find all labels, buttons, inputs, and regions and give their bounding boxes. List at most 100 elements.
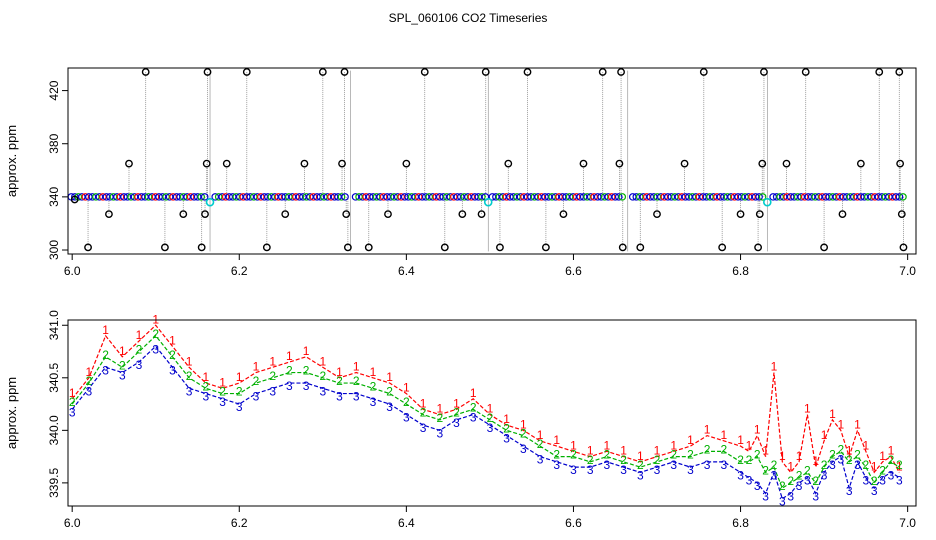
series-point-2: 2 xyxy=(620,453,627,467)
baseline-marker xyxy=(425,193,434,201)
series-line-1 xyxy=(71,324,900,474)
baseline-marker xyxy=(843,193,851,201)
baseline-marker xyxy=(660,193,669,201)
baseline-marker xyxy=(797,193,806,201)
bottom-y-tick-label: 340.0 xyxy=(47,415,61,445)
outlier-point xyxy=(222,159,231,168)
series-point-1: 1 xyxy=(470,386,477,400)
baseline-marker xyxy=(537,193,546,201)
outlier-point xyxy=(477,210,486,219)
series-point-3: 3 xyxy=(620,463,627,477)
baseline-marker xyxy=(478,193,486,201)
baseline-marker xyxy=(492,193,500,201)
baseline-marker xyxy=(748,193,756,201)
baseline-marker xyxy=(411,193,420,201)
outlier-point xyxy=(899,243,908,252)
baseline-marker xyxy=(306,193,314,201)
baseline-marker xyxy=(443,193,451,201)
baseline-marker xyxy=(860,193,869,201)
series-point-3: 3 xyxy=(854,458,861,472)
baseline-marker xyxy=(260,193,269,201)
outlier-point xyxy=(504,159,513,168)
baseline-marker xyxy=(569,193,577,201)
bottom-axes: 6.0 6.2 6.4 6.6 6.8 7.0 339.5 340.0 340.5 341.0 xyxy=(47,310,916,530)
series-point-1: 1 xyxy=(186,354,193,368)
baseline-marker xyxy=(664,193,672,201)
series-point-1: 1 xyxy=(837,417,844,431)
baseline-marker xyxy=(99,193,107,201)
top-y-tick-label: 420 xyxy=(47,80,61,100)
baseline-marker xyxy=(116,193,125,201)
series-point-1: 1 xyxy=(353,360,360,374)
bottom-x-tick-label: 7.0 xyxy=(899,516,916,530)
baseline-marker xyxy=(242,193,251,201)
series-point-3: 3 xyxy=(704,458,711,472)
series-point-3: 3 xyxy=(570,463,577,477)
baseline-marker xyxy=(264,193,272,201)
baseline-marker xyxy=(137,193,146,201)
outlier-point xyxy=(653,210,661,219)
baseline-marker xyxy=(692,193,700,201)
baseline-marker xyxy=(457,193,465,201)
baseline-marker xyxy=(562,193,570,201)
series-point-2: 2 xyxy=(236,385,243,399)
baseline-marker xyxy=(88,193,97,201)
baseline-marker xyxy=(141,193,149,201)
series-point-1: 1 xyxy=(670,438,677,452)
baseline-marker xyxy=(614,193,623,201)
series-point-2: 2 xyxy=(821,458,828,472)
baseline-marker xyxy=(871,193,879,201)
baseline-marker xyxy=(713,193,721,201)
baseline-marker xyxy=(407,193,416,201)
series-point-1: 1 xyxy=(453,396,460,410)
series-point-2: 2 xyxy=(637,458,644,472)
baseline-marker xyxy=(811,193,820,201)
series-point-1: 1 xyxy=(420,396,427,410)
baseline-marker xyxy=(565,193,574,201)
baseline-marker xyxy=(428,193,437,201)
series-point-2: 2 xyxy=(420,406,427,420)
series-point-3: 3 xyxy=(236,400,243,414)
top-y-tick-label: 340 xyxy=(47,187,61,207)
baseline-marker xyxy=(341,193,349,201)
series-point-2: 2 xyxy=(746,453,753,467)
baseline-marker xyxy=(681,193,690,201)
baseline-marker xyxy=(446,193,455,201)
outlier-point xyxy=(736,210,745,219)
baseline-marker xyxy=(123,193,132,201)
baseline-marker xyxy=(404,193,413,201)
baseline-marker xyxy=(418,193,427,201)
baseline-marker xyxy=(699,193,707,201)
series-point-2: 2 xyxy=(119,358,126,372)
series-point-3: 3 xyxy=(487,421,494,435)
outlier-point xyxy=(838,210,847,219)
baseline-marker xyxy=(285,193,293,201)
baseline-marker xyxy=(186,193,195,201)
baseline-marker xyxy=(327,193,335,201)
outlier-point xyxy=(342,210,351,219)
baseline-marker xyxy=(772,193,781,201)
baseline-marker xyxy=(495,193,504,201)
series-point-1: 1 xyxy=(102,323,109,337)
series-point-3: 3 xyxy=(470,411,477,425)
baseline-marker xyxy=(288,193,297,201)
series-point-3: 3 xyxy=(69,405,76,419)
series-point-1: 1 xyxy=(654,444,661,458)
baseline-marker xyxy=(520,193,528,201)
outlier-point xyxy=(202,159,211,168)
series-point-2: 2 xyxy=(403,395,410,409)
top-panel: approx. ppm 6.0 6.2 6.4 6.6 6.8 7.0 300 340 380 4… xyxy=(4,67,917,278)
baseline-marker xyxy=(467,193,476,201)
baseline-marker xyxy=(197,193,205,201)
baseline-marker xyxy=(737,193,746,201)
baseline-marker xyxy=(874,193,883,201)
series-point-1: 1 xyxy=(269,354,276,368)
series-point-3: 3 xyxy=(152,342,159,356)
baseline-marker xyxy=(657,193,665,201)
baseline-marker xyxy=(267,193,276,201)
outlier-point xyxy=(458,210,467,219)
baseline-marker xyxy=(450,193,458,201)
outlier-point xyxy=(856,159,865,168)
baseline-marker xyxy=(857,193,865,201)
